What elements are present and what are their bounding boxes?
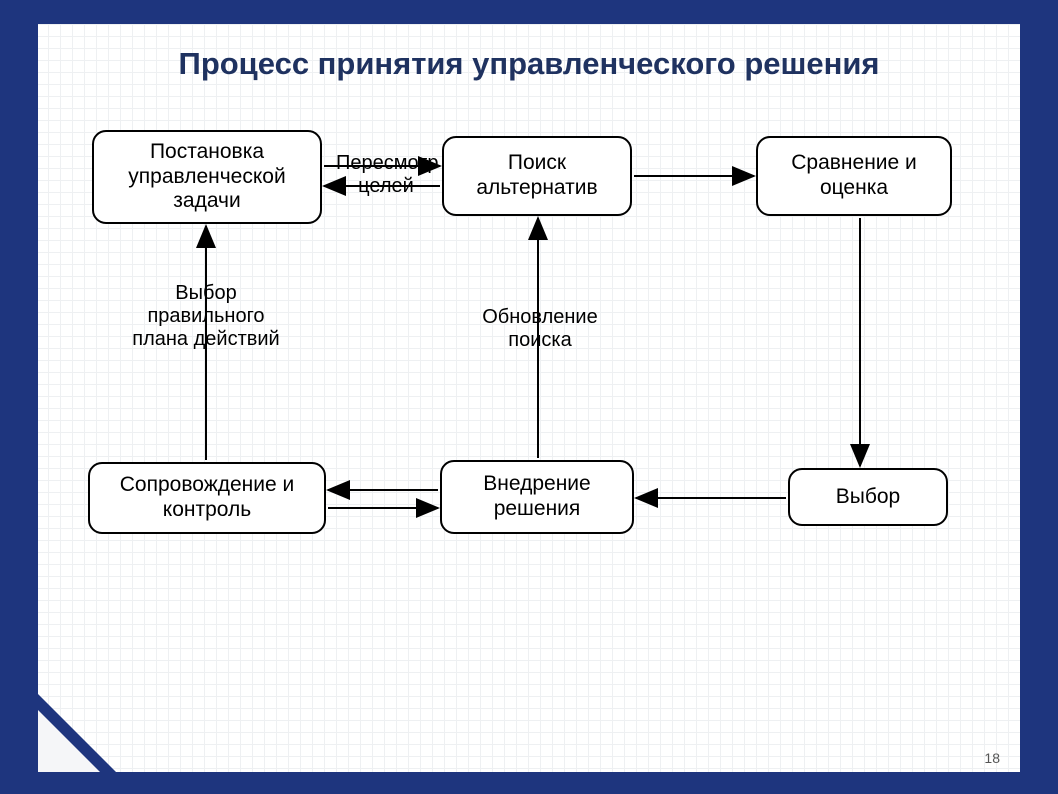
node-support: Сопровождение и контроль (88, 462, 326, 534)
edge-label-refresh: Обновление поиска (470, 306, 610, 352)
edge-label-review: Пересмотр целей (336, 152, 436, 198)
node-task: Постановка управленческой задачи (92, 130, 322, 224)
page-title: Процесс принятия управленческого решения (0, 46, 1058, 82)
edge-label-plan: Выбор правильного плана действий (132, 282, 280, 351)
node-compare: Сравнение и оценка (756, 136, 952, 216)
node-implement: Внедрение решения (440, 460, 634, 534)
node-search: Поиск альтернатив (442, 136, 632, 216)
node-choice: Выбор (788, 468, 948, 526)
process-diagram: Постановка управленческой задачи Поиск а… (88, 120, 968, 600)
page-number: 18 (984, 750, 1000, 766)
